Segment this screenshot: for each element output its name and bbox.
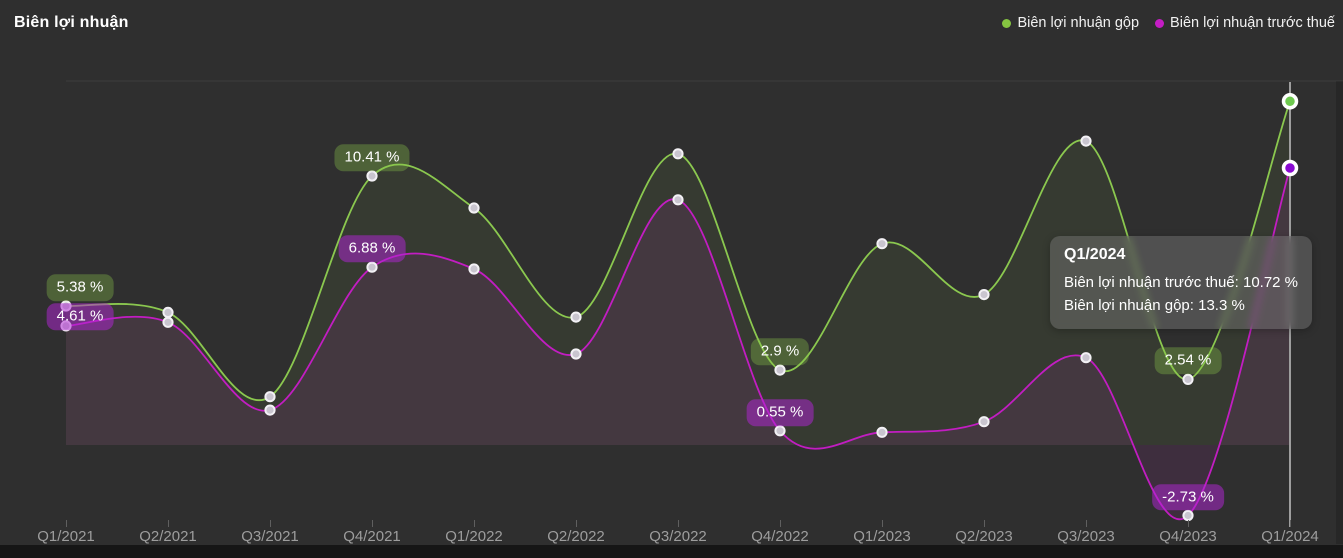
data-point[interactable] bbox=[978, 416, 990, 428]
x-axis-label: Q2/2021 bbox=[139, 528, 197, 545]
x-axis-tick bbox=[1290, 520, 1291, 527]
legend-dot-icon bbox=[1155, 18, 1165, 28]
point-label-badge: 2.9 % bbox=[750, 338, 810, 366]
plot-right-margin bbox=[1336, 81, 1343, 544]
data-point[interactable] bbox=[366, 261, 378, 273]
chart-title: Biên lợi nhuận bbox=[14, 14, 129, 31]
data-point[interactable] bbox=[468, 202, 480, 214]
x-axis-label: Q1/2024 bbox=[1261, 528, 1319, 545]
data-point[interactable] bbox=[162, 306, 174, 318]
x-axis-tick bbox=[678, 520, 679, 527]
x-axis-tick bbox=[474, 520, 475, 527]
point-label-badge: -2.73 % bbox=[1152, 483, 1224, 511]
point-label-badge: 0.55 % bbox=[746, 399, 814, 426]
data-point[interactable] bbox=[774, 425, 786, 437]
x-axis-label: Q2/2023 bbox=[955, 528, 1013, 545]
point-label-badge: 5.38 % bbox=[46, 274, 114, 301]
x-axis-label: Q3/2021 bbox=[241, 528, 299, 545]
x-axis-tick bbox=[66, 520, 67, 527]
tooltip-title: Q1/2024 bbox=[1064, 246, 1126, 263]
series-line-1 bbox=[65, 167, 1291, 520]
data-point[interactable] bbox=[1080, 135, 1092, 147]
x-axis-tick bbox=[984, 520, 985, 527]
data-point[interactable] bbox=[162, 316, 174, 328]
data-point[interactable] bbox=[672, 194, 684, 206]
data-point[interactable] bbox=[468, 263, 480, 275]
data-point[interactable] bbox=[978, 289, 990, 301]
legend-label: Biên lợi nhuận gộp bbox=[1017, 15, 1140, 31]
point-label-badge: 10.41 % bbox=[334, 144, 410, 171]
x-axis-label: Q4/2023 bbox=[1159, 528, 1217, 545]
data-point[interactable] bbox=[570, 348, 582, 360]
legend-dot-icon bbox=[1002, 18, 1012, 28]
x-axis-tick bbox=[882, 520, 883, 527]
bottom-bar bbox=[0, 545, 1343, 558]
x-axis-tick bbox=[576, 520, 577, 527]
series-area-0 bbox=[66, 101, 1290, 446]
legend-item-1[interactable]: Biên lợi nhuận trước thuế bbox=[1155, 15, 1335, 31]
x-axis-label: Q2/2022 bbox=[547, 528, 605, 545]
data-point[interactable] bbox=[672, 148, 684, 160]
x-axis-tick bbox=[780, 520, 781, 527]
x-axis-label: Q1/2021 bbox=[37, 528, 95, 545]
data-point[interactable] bbox=[876, 238, 888, 250]
tooltip-line-pretax: Biên lợi nhuận trước thuế: 10.72 % bbox=[1064, 274, 1299, 291]
data-point[interactable] bbox=[1080, 352, 1092, 364]
x-axis-tick bbox=[168, 520, 169, 527]
data-point[interactable] bbox=[876, 426, 888, 438]
x-axis-tick bbox=[1188, 520, 1189, 527]
data-point[interactable] bbox=[264, 404, 276, 416]
legend-item-0[interactable]: Biên lợi nhuận gộp bbox=[1002, 15, 1139, 31]
data-point[interactable] bbox=[1182, 373, 1194, 385]
tooltip: Q1/2024 Biên lợi nhuận trước thuế: 10.72… bbox=[1050, 236, 1313, 329]
x-axis-label: Q1/2023 bbox=[853, 528, 911, 545]
data-point[interactable] bbox=[366, 170, 378, 182]
data-point-active[interactable] bbox=[1281, 93, 1299, 110]
x-axis-label: Q4/2022 bbox=[751, 528, 809, 545]
point-label-badge: 6.88 % bbox=[338, 235, 406, 263]
point-label-badge: 4.61 % bbox=[46, 303, 114, 330]
series-area-1 bbox=[66, 168, 1290, 520]
data-point[interactable] bbox=[774, 364, 786, 376]
x-axis-label: Q3/2023 bbox=[1057, 528, 1115, 545]
tooltip-line-gross: Biên lợi nhuận gộp: 13.3 % bbox=[1064, 297, 1245, 315]
x-axis-label: Q1/2022 bbox=[445, 528, 503, 545]
x-axis-label: Q3/2022 bbox=[649, 528, 707, 545]
data-point[interactable] bbox=[264, 391, 276, 403]
point-label-badge: 2.54 % bbox=[1154, 347, 1222, 375]
legend: Biên lợi nhuận gộp Biên lợi nhuận trước t… bbox=[1002, 15, 1335, 31]
x-axis-label: Q4/2021 bbox=[343, 528, 401, 545]
x-axis-tick bbox=[372, 520, 373, 527]
data-point[interactable] bbox=[570, 311, 582, 323]
data-point[interactable] bbox=[1182, 509, 1194, 522]
series-line-0 bbox=[65, 100, 1291, 401]
legend-label: Biên lợi nhuận trước thuế bbox=[1170, 15, 1335, 31]
data-point-active[interactable] bbox=[1281, 159, 1299, 177]
x-axis-tick bbox=[1086, 520, 1087, 527]
x-axis-tick bbox=[270, 520, 271, 527]
